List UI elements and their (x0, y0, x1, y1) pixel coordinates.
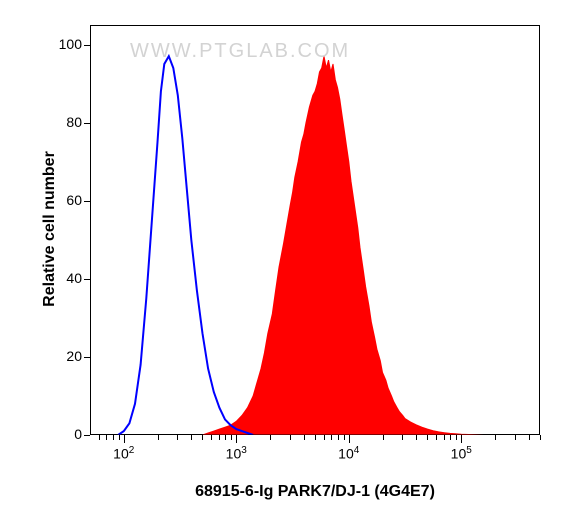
x-minor-tick (331, 435, 332, 440)
x-minor-tick (177, 435, 178, 440)
x-minor-tick (338, 435, 339, 440)
x-minor-tick (515, 435, 516, 440)
series-stained (203, 56, 484, 435)
x-minor-tick (427, 435, 428, 440)
y-tick-mark (84, 279, 90, 280)
y-tick-label: 80 (66, 114, 82, 130)
y-tick-label: 0 (74, 426, 82, 442)
x-minor-tick (344, 435, 345, 440)
x-minor-tick (540, 435, 541, 440)
y-tick-mark (84, 123, 90, 124)
y-tick-mark (84, 201, 90, 202)
chart-svg (0, 0, 561, 522)
x-minor-tick (202, 435, 203, 440)
x-tick-mark (124, 435, 125, 443)
y-tick-label: 20 (66, 348, 82, 364)
y-tick-mark (84, 357, 90, 358)
x-minor-tick (211, 435, 212, 440)
chart-container: WWW.PTGLAB.COM Relative cell number 6891… (0, 0, 561, 522)
x-minor-tick (315, 435, 316, 440)
x-minor-tick (191, 435, 192, 440)
y-axis-label: Relative cell number (41, 139, 59, 319)
x-tick-label: 103 (216, 445, 256, 462)
y-tick-label: 40 (66, 270, 82, 286)
x-tick-mark (461, 435, 462, 443)
x-minor-tick (225, 435, 226, 440)
x-minor-tick (450, 435, 451, 440)
x-minor-tick (495, 435, 496, 440)
y-tick-mark (84, 435, 90, 436)
x-tick-label: 104 (329, 445, 369, 462)
x-tick-label: 105 (441, 445, 481, 462)
x-minor-tick (436, 435, 437, 440)
x-minor-tick (231, 435, 232, 440)
x-minor-tick (456, 435, 457, 440)
series-control (118, 56, 253, 435)
x-axis-label: 68915-6-Ig PARK7/DJ-1 (4G4E7) (90, 483, 540, 501)
x-tick-label: 102 (104, 445, 144, 462)
x-minor-tick (219, 435, 220, 440)
x-minor-tick (106, 435, 107, 440)
x-minor-tick (158, 435, 159, 440)
x-minor-tick (113, 435, 114, 440)
x-minor-tick (416, 435, 417, 440)
y-tick-mark (84, 45, 90, 46)
x-minor-tick (304, 435, 305, 440)
x-minor-tick (402, 435, 403, 440)
x-minor-tick (119, 435, 120, 440)
x-tick-mark (236, 435, 237, 443)
x-minor-tick (270, 435, 271, 440)
x-minor-tick (99, 435, 100, 440)
y-tick-label: 100 (59, 36, 82, 52)
x-minor-tick (529, 435, 530, 440)
x-minor-tick (290, 435, 291, 440)
x-minor-tick (444, 435, 445, 440)
x-tick-mark (349, 435, 350, 443)
x-minor-tick (383, 435, 384, 440)
y-tick-label: 60 (66, 192, 82, 208)
x-minor-tick (324, 435, 325, 440)
